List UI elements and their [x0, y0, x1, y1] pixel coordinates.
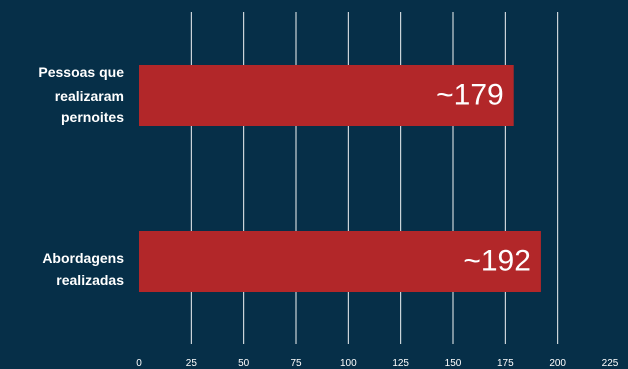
x-tick-label: 50 [238, 358, 250, 369]
category-label-line: realizadas [56, 272, 124, 288]
x-tick-label: 225 [602, 358, 619, 369]
x-tick-label: 100 [340, 358, 357, 369]
x-tick-label: 150 [445, 358, 462, 369]
bar-value-label-2: ~192 [463, 244, 531, 277]
category-label-line: Pessoas que [38, 64, 124, 80]
category-label-line: pernoites [61, 109, 124, 125]
x-tick-label: 175 [497, 358, 514, 369]
category-label-line: realizaram [55, 88, 124, 104]
x-tick-label: 200 [549, 358, 566, 369]
x-tick-label: 25 [186, 358, 198, 369]
bar-value-label-1: ~179 [436, 78, 504, 111]
x-tick-label: 0 [136, 358, 142, 369]
category-label-line: Abordagens [42, 250, 124, 266]
x-tick-label: 125 [392, 358, 409, 369]
x-tick-label: 75 [290, 358, 302, 369]
